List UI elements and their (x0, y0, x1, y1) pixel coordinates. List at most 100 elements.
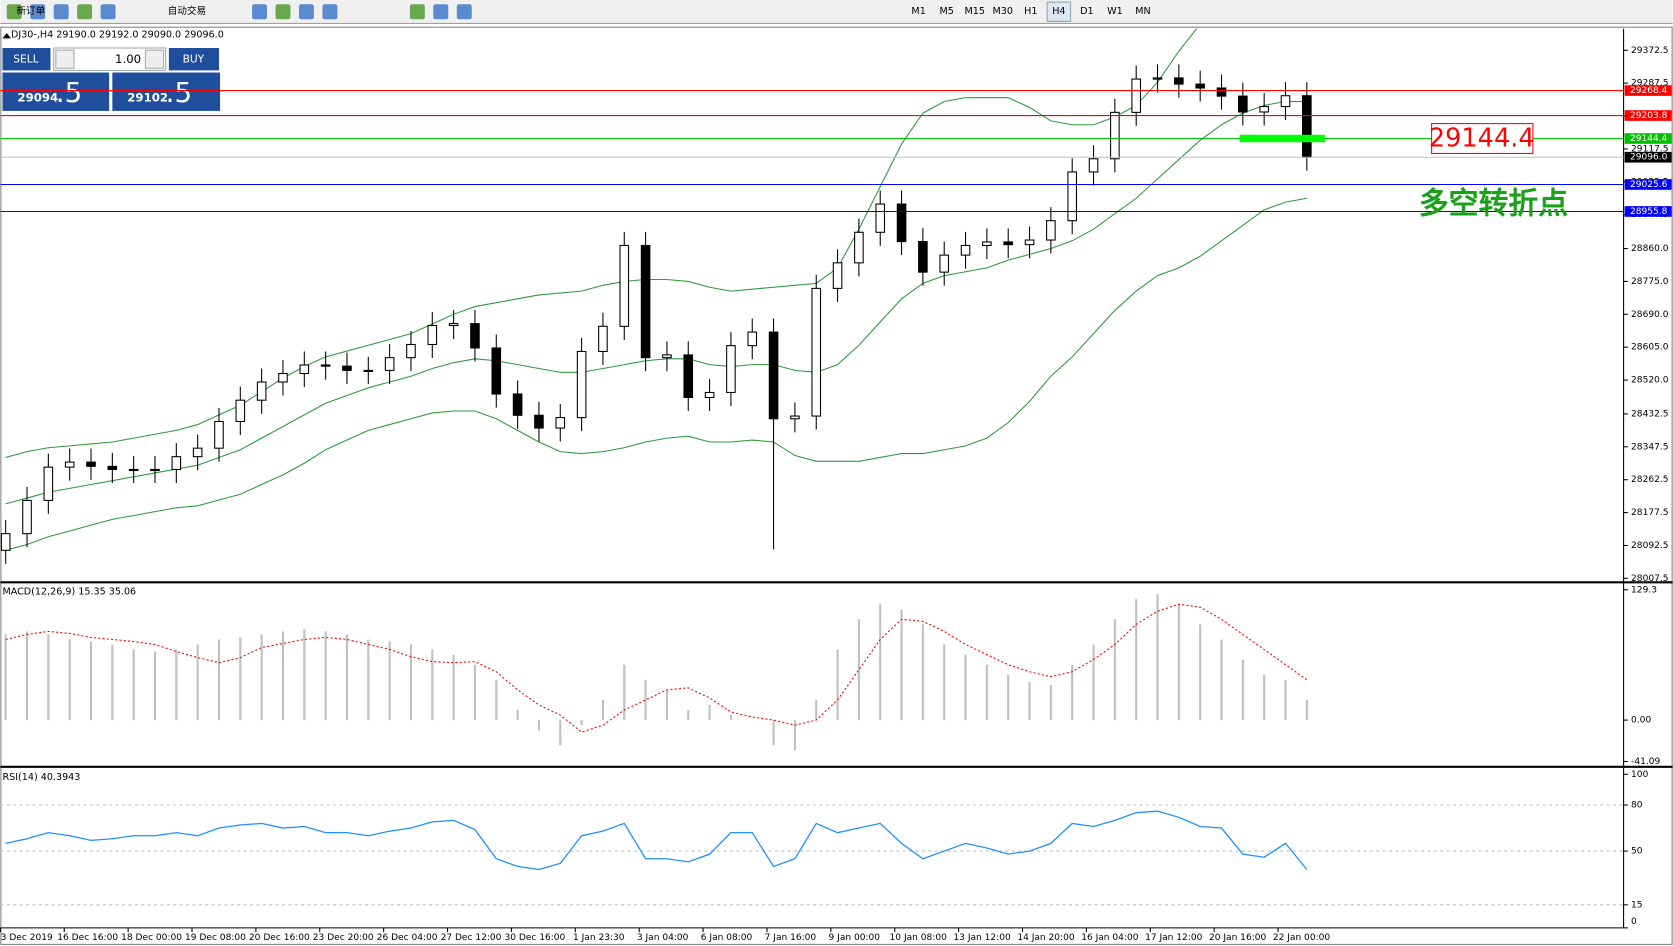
candle-body (726, 345, 736, 393)
x-tick-label: 13 Dec 2019 (0, 933, 53, 943)
toolbar-icon[interactable] (275, 4, 291, 20)
timeframe-button[interactable]: H4 (1052, 6, 1065, 17)
x-tick-label: 20 Jan 16:00 (1209, 933, 1267, 943)
y-tick-label: 28007.5 (1631, 574, 1668, 584)
toolbar-icon[interactable] (252, 4, 267, 20)
candle-body (1280, 95, 1291, 108)
timeframe-button[interactable]: H1 (1024, 6, 1037, 17)
x-tick-label: 22 Jan 00:00 (1273, 933, 1331, 943)
y-tick-label: 29287.5 (1631, 79, 1668, 89)
timeframe-button[interactable]: W1 (1107, 6, 1123, 17)
candle-body (448, 323, 459, 327)
candle-body (811, 287, 822, 417)
bollinger-lower (5, 197, 1307, 551)
current-price-bg (1624, 151, 1672, 163)
lot-value: 1.00 (115, 52, 141, 66)
candle-body (491, 347, 502, 395)
y-tick-label: 28432.5 (1631, 409, 1668, 419)
buy-label: BUY (183, 53, 205, 66)
x-tick-label: 16 Dec 16:00 (57, 933, 118, 943)
toolbar-icon[interactable] (322, 4, 338, 20)
candle-body (171, 456, 182, 470)
x-tick-label: 9 Jan 00:00 (829, 933, 881, 943)
timeframe-button[interactable]: M15 (964, 6, 984, 17)
timeframe-button[interactable]: M30 (993, 6, 1013, 17)
annotation-price: 29144.4 (1429, 124, 1535, 154)
candle-body (342, 365, 352, 371)
timeframe-button[interactable]: M5 (939, 6, 953, 17)
buy-price-frac: .5 (166, 76, 192, 109)
timeframe-button[interactable]: M1 (911, 6, 925, 17)
y-tick-label: 28262.5 (1631, 475, 1668, 485)
auto-trading-label[interactable]: 自动交易 (168, 5, 206, 17)
candle-body (1003, 241, 1014, 246)
lot-down[interactable] (55, 49, 75, 69)
y-tick-label: 28690.0 (1631, 310, 1669, 320)
candle-body (406, 343, 416, 359)
rsi-line (5, 810, 1308, 871)
candle-body (470, 323, 480, 349)
toolbar-icon[interactable] (6, 4, 22, 20)
candle-body (427, 324, 438, 346)
candle-body (512, 393, 523, 416)
x-tick-label: 1 Jan 23:30 (573, 933, 625, 943)
new-order-label[interactable]: 新订单 (16, 5, 45, 17)
x-tick-label: 3 Jan 04:00 (637, 933, 689, 943)
candle-body (1110, 111, 1120, 160)
x-tick-label: 27 Dec 12:00 (441, 933, 502, 943)
toolbar-icon[interactable] (30, 4, 46, 20)
y-tick-label: 28347.5 (1631, 442, 1668, 452)
macd-signal (5, 603, 1308, 733)
candle-body (832, 262, 843, 289)
x-tick-label: 6 Jan 08:00 (701, 933, 753, 943)
annotation-text: 多空转折点 (1419, 186, 1568, 221)
candle-body (64, 461, 75, 468)
candle-body (534, 414, 544, 429)
candle-body (1152, 77, 1163, 80)
x-tick-label: 16 Jan 04:00 (1081, 933, 1139, 943)
candle-body (22, 499, 32, 535)
candle-body (1216, 87, 1227, 97)
lot-input[interactable] (53, 47, 167, 71)
timeframe-button[interactable]: D1 (1080, 6, 1093, 17)
candle-body (1302, 95, 1312, 158)
x-tick-label: 19 Dec 08:00 (185, 933, 246, 943)
y-tick-label: 29117.5 (1631, 144, 1668, 154)
buy-button[interactable] (168, 47, 219, 71)
candle-body (384, 357, 395, 371)
candle-body (1238, 95, 1248, 113)
sell-price-box[interactable] (2, 72, 110, 111)
sell-button[interactable] (2, 47, 51, 71)
timeframe-button[interactable]: MN (1135, 6, 1150, 17)
candle-body (598, 325, 608, 352)
candle-body (576, 350, 587, 419)
candle-body (43, 466, 54, 501)
candle-body (1174, 77, 1184, 85)
candle-body (192, 447, 203, 458)
toolbar-icon[interactable] (409, 4, 425, 20)
toolbar-icon[interactable] (298, 4, 314, 20)
candle-body (768, 331, 779, 420)
collapse-icon[interactable] (2, 33, 12, 39)
x-tick-label: 26 Dec 04:00 (377, 933, 438, 943)
toolbar-icon[interactable] (100, 4, 116, 20)
y-tick-label: 80 (1631, 801, 1643, 811)
y-tick-label: 28520.0 (1631, 376, 1669, 386)
buy-price-box[interactable] (112, 72, 221, 111)
candle-body (918, 241, 928, 273)
timeframe-active (1046, 1, 1072, 22)
toolbar-icon[interactable] (456, 4, 472, 20)
toolbar-icon[interactable] (433, 4, 449, 20)
candle-body (1195, 83, 1205, 89)
candle-body (982, 241, 992, 246)
toolbar-icon[interactable] (77, 4, 93, 20)
lot-up[interactable] (144, 49, 165, 69)
y-tick-label: 0 (1631, 917, 1637, 927)
toolbar-icon[interactable] (53, 4, 69, 20)
rsi-label: RSI(14) 40.3943 (2, 772, 80, 783)
x-tick-label: 20 Dec 16:00 (249, 933, 310, 943)
bollinger-middle (5, 100, 1307, 505)
bollinger-upper (5, 28, 1198, 458)
